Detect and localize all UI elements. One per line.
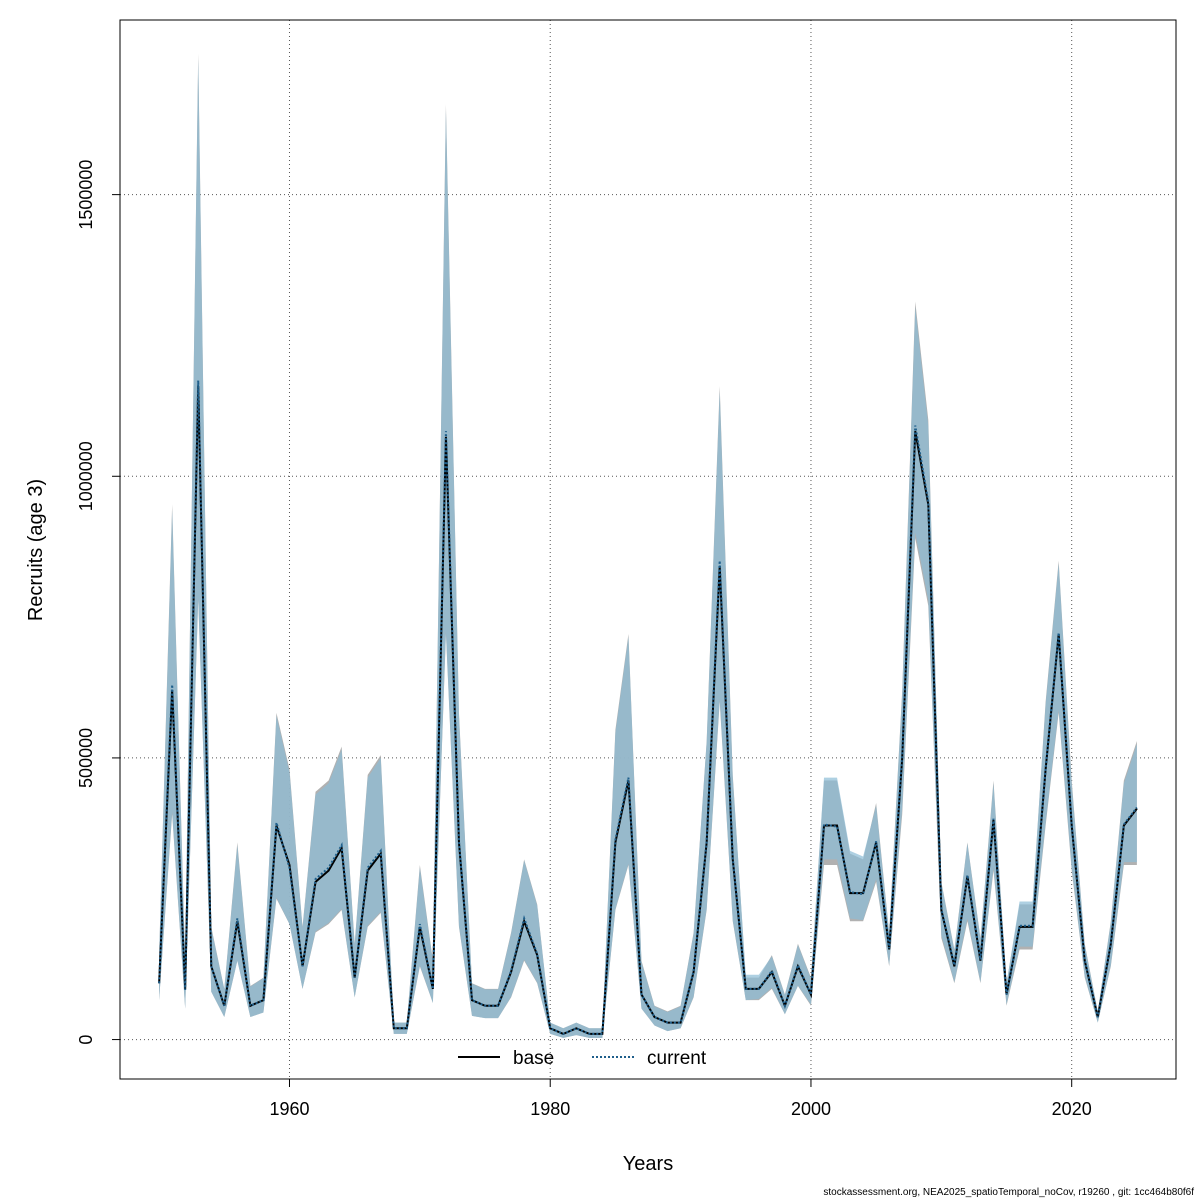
y-tick-label: 1500000	[76, 160, 96, 230]
grid-lines	[120, 20, 1176, 1079]
series-lines	[158, 380, 1138, 1036]
legend-label-current: current	[647, 1048, 707, 1069]
legend-label-base: base	[513, 1048, 554, 1069]
x-tick-label: 1980	[530, 1099, 570, 1119]
x-tick-label: 1960	[269, 1099, 309, 1119]
y-tick-label: 500000	[76, 728, 96, 788]
footer-credit: stockassessment.org, NEA2025_spatioTempo…	[823, 1187, 1194, 1198]
y-tick-label: 0	[76, 1035, 96, 1045]
base-line	[158, 386, 1138, 1036]
current-line	[158, 380, 1138, 1036]
legend: base current	[458, 1048, 707, 1069]
axes: 1960 1980 2000 2020 0 500000 1000000 1500000	[76, 160, 1092, 1119]
x-tick-label: 2000	[791, 1099, 831, 1119]
x-axis-title: Years	[623, 1153, 673, 1175]
x-tick-label: 2020	[1052, 1099, 1092, 1119]
y-axis-title: Recruits (age 3)	[25, 479, 47, 621]
y-tick-label: 1000000	[76, 441, 96, 511]
